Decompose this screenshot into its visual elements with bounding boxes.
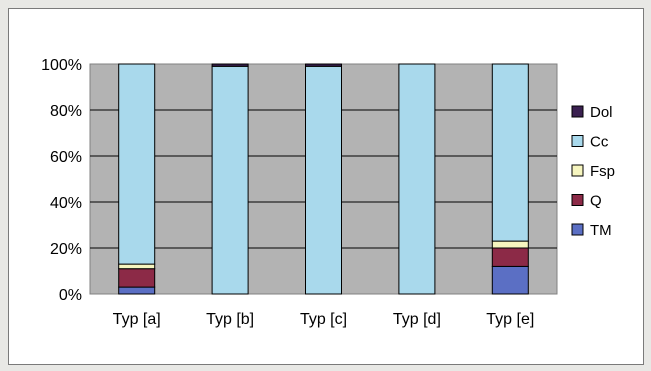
chart: 0% 20% 40% 60% 80% 100% Typ [a] Typ [b] Typ [c] T… bbox=[41, 57, 615, 328]
bar-segment-dol bbox=[305, 63, 342, 67]
bar-segment-q bbox=[491, 247, 529, 267]
y-tick-label: 80% bbox=[50, 103, 82, 120]
legend-swatch-fsp bbox=[571, 164, 584, 177]
y-tick-label: 20% bbox=[50, 241, 82, 258]
legend-label-dol: Dol bbox=[590, 104, 613, 121]
x-tick-label: Typ [d] bbox=[393, 311, 441, 328]
bar-segment-fsp bbox=[491, 240, 529, 249]
x-tick-label: Typ [c] bbox=[300, 311, 347, 328]
y-tick-label: 60% bbox=[50, 149, 82, 166]
x-tick-label: Typ [a] bbox=[113, 311, 161, 328]
legend-swatch-tm bbox=[571, 223, 584, 236]
legend-label-cc: Cc bbox=[590, 134, 609, 151]
legend-swatch-dol bbox=[571, 105, 584, 118]
legend-swatch-cc bbox=[571, 135, 584, 147]
x-tick-label: Typ [e] bbox=[486, 311, 534, 328]
chart-frame: 0% 20% 40% 60% 80% 100% Typ [a] Typ [b] Typ [c] T… bbox=[8, 8, 644, 365]
bar-segment-tm bbox=[118, 286, 156, 295]
y-tick-label: 0% bbox=[59, 287, 82, 304]
bar-segment-cc bbox=[491, 63, 529, 242]
y-tick-label: 40% bbox=[50, 195, 82, 212]
bar-segment-q bbox=[118, 268, 156, 288]
legend-label-q: Q bbox=[590, 193, 602, 210]
bar-segment-dol bbox=[211, 63, 249, 67]
bar-segment-cc bbox=[305, 65, 342, 295]
legend-swatch-q bbox=[571, 194, 584, 206]
legend-label-fsp: Fsp bbox=[590, 163, 615, 180]
bar-segment-cc bbox=[398, 63, 436, 295]
x-tick-label: Typ [b] bbox=[206, 311, 254, 328]
legend-label-tm: TM bbox=[590, 222, 612, 239]
bar-segment-fsp bbox=[118, 263, 156, 270]
bar-segment-cc bbox=[118, 63, 156, 265]
bar-segment-cc bbox=[211, 65, 249, 295]
y-tick-label: 100% bbox=[41, 57, 82, 74]
bar-segment-tm bbox=[491, 265, 529, 295]
